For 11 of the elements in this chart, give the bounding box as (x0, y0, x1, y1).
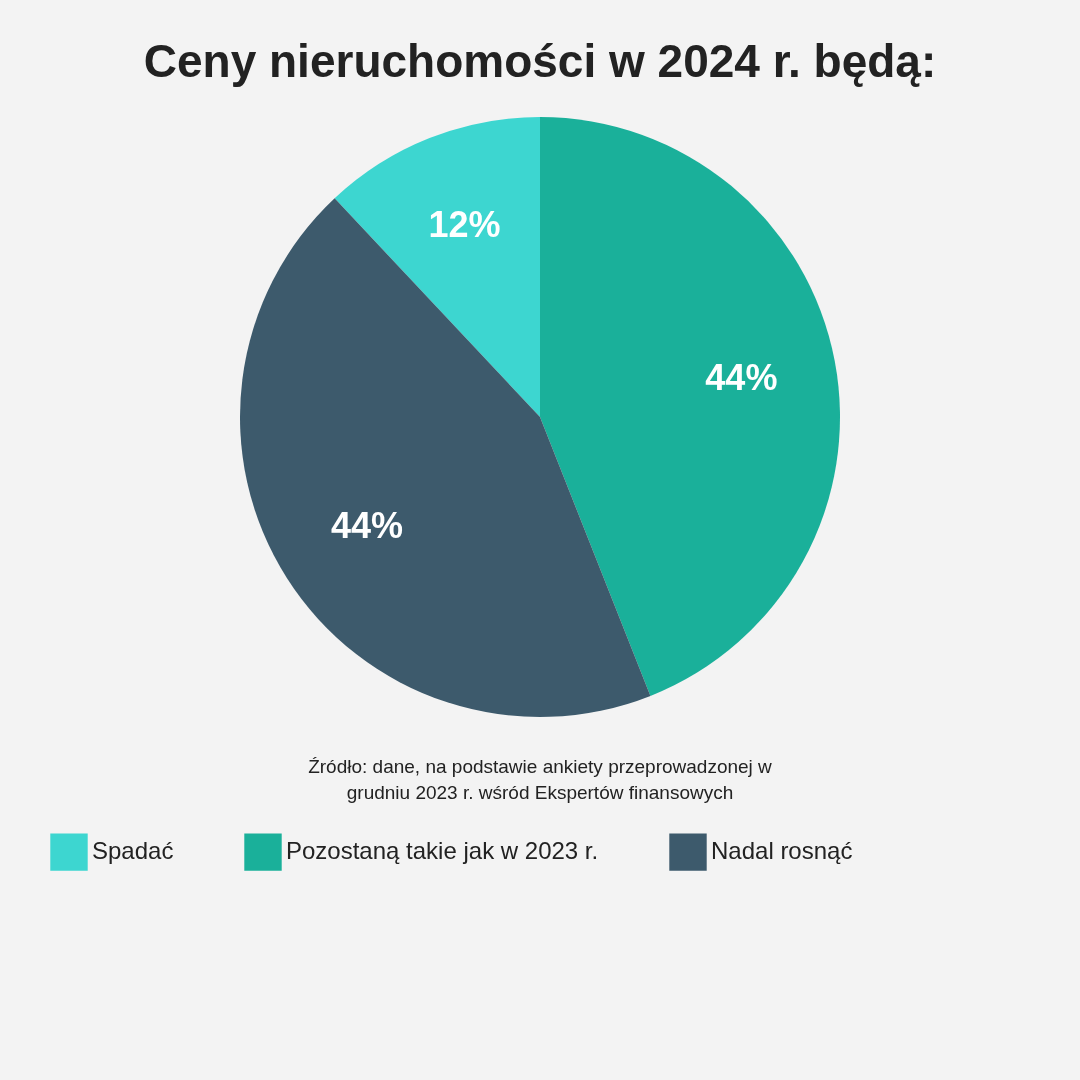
legend-label: Nadal rosnąć (711, 837, 853, 865)
pie-slice (334, 117, 540, 417)
chart-title: Ceny nieruchomości w 2024 r. będą: (143, 35, 937, 87)
pie-slice (240, 198, 651, 717)
text: Źródło: dane, na podstawie ankiety przeprowadzonej w grudniu 2023 r. wśród Ekspertów finansowych (308, 756, 773, 803)
data-label: 44% (705, 356, 778, 398)
data-label: 44% (330, 504, 403, 546)
data-label: 12% (428, 204, 501, 246)
pie-slice (540, 117, 840, 696)
legend-label: Pozostaną takie jak w 2023 r. (286, 837, 599, 865)
legend-label: Spadać (92, 837, 174, 865)
